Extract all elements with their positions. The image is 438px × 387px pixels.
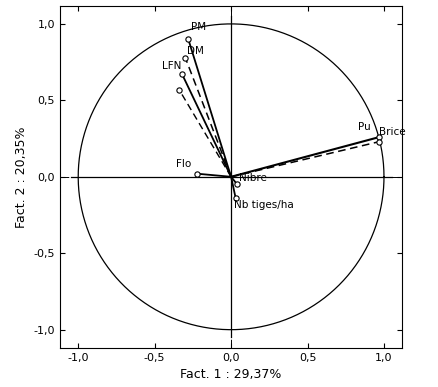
Text: Nb tiges/ha: Nb tiges/ha	[234, 200, 294, 211]
Text: PM: PM	[191, 22, 206, 32]
Text: LFN: LFN	[162, 61, 182, 71]
Y-axis label: Fact. 2 : 20,35%: Fact. 2 : 20,35%	[15, 126, 28, 228]
Text: DM: DM	[187, 46, 204, 56]
Text: Nibre: Nibre	[239, 173, 267, 183]
Text: Flo: Flo	[176, 159, 191, 169]
X-axis label: Fact. 1 : 29,37%: Fact. 1 : 29,37%	[180, 368, 282, 382]
Text: Brice: Brice	[379, 127, 406, 137]
Text: Pu: Pu	[358, 122, 371, 132]
